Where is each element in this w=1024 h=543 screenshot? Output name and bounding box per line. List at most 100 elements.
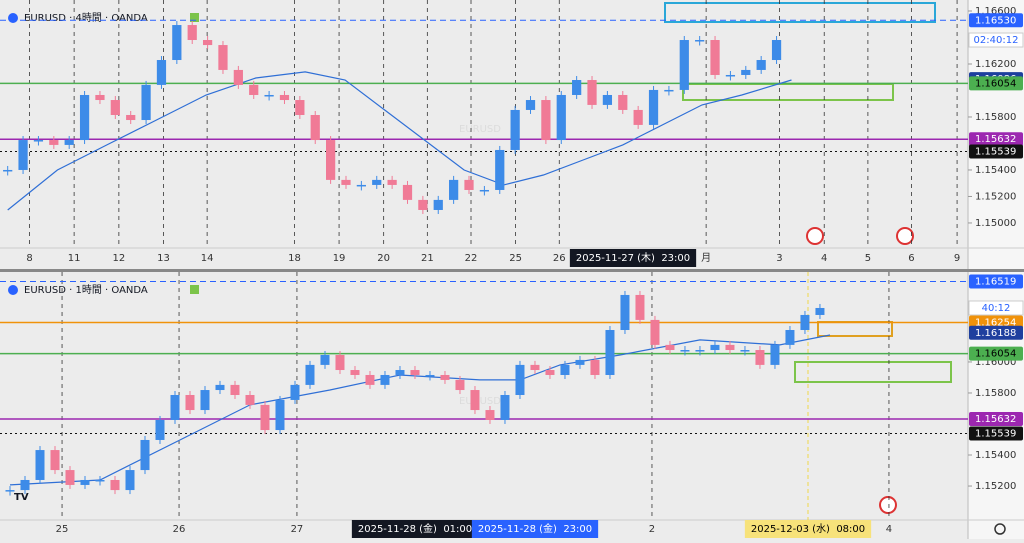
candle — [479, 189, 489, 192]
candle — [695, 350, 705, 352]
panel-separator — [0, 269, 1024, 272]
watermark: EURUSD — [459, 396, 501, 407]
candle — [650, 319, 660, 345]
candle — [126, 114, 136, 121]
x-tick-label: 13 — [157, 253, 170, 264]
status-icon — [190, 13, 199, 22]
candle — [218, 45, 228, 70]
x-tick-label: 26 — [553, 253, 566, 264]
candle — [648, 89, 659, 125]
candle — [65, 470, 75, 485]
y-tick-label: 1.15800 — [975, 388, 1016, 399]
candle — [725, 344, 735, 351]
candle — [35, 450, 45, 480]
candle — [3, 169, 13, 172]
candle — [95, 94, 105, 101]
event-icons — [806, 227, 914, 514]
candle — [605, 330, 615, 375]
candle — [449, 179, 459, 200]
candle — [510, 109, 520, 150]
price-tag — [969, 412, 1023, 427]
candle — [418, 199, 428, 210]
price-tag-label: 1.15539 — [975, 428, 1016, 439]
candle — [679, 40, 689, 90]
candle — [602, 94, 613, 105]
candle — [464, 179, 474, 190]
x-tick-label: 11 — [68, 253, 81, 264]
y-tick-label: 1.15000 — [975, 218, 1016, 229]
candle — [95, 479, 105, 482]
candle — [556, 94, 566, 141]
candle — [425, 374, 435, 377]
drawn-box[interactable] — [794, 361, 952, 383]
candle — [515, 364, 525, 395]
candle — [125, 470, 135, 491]
price-tag-label: 1.15632 — [975, 414, 1016, 425]
candle — [172, 25, 182, 61]
candle — [664, 89, 674, 92]
x-tick-label: 27 — [291, 524, 304, 535]
candle — [156, 60, 167, 85]
candle — [455, 379, 465, 391]
candle — [187, 25, 197, 41]
candle — [5, 490, 15, 492]
price-tag-label: 1.15539 — [975, 147, 1016, 158]
candle — [741, 69, 751, 75]
candle — [590, 359, 600, 375]
price-tag-label: 1.16188 — [975, 328, 1016, 339]
x-tick-label: 25 — [56, 524, 69, 535]
crosshair-label-bg — [744, 520, 872, 538]
settings-icon[interactable] — [994, 523, 1006, 535]
x-tick-label: 14 — [201, 253, 214, 264]
candle — [50, 450, 60, 471]
chart-title: EURUSD · 4時間 · OANDA — [24, 12, 148, 24]
y-tick-label: 1.16200 — [975, 59, 1016, 70]
candle — [365, 374, 375, 385]
candle — [233, 69, 243, 85]
x-tick-label: 19 — [333, 253, 346, 264]
candle — [402, 184, 413, 200]
candle — [800, 314, 810, 331]
price-tag-label: 1.16054 — [975, 349, 1016, 360]
candle — [530, 364, 540, 371]
crosshair-label: 2025-12-03 (水) 08:00 — [751, 523, 865, 535]
price-tag — [969, 132, 1023, 147]
candle — [79, 94, 90, 141]
candle — [710, 40, 720, 75]
candle — [215, 384, 225, 391]
candle — [587, 80, 597, 105]
crosshair-label: 2025-11-28 (金) 01:00 — [358, 522, 472, 535]
candle — [350, 370, 360, 375]
candle — [310, 114, 320, 141]
drawn-box[interactable] — [664, 2, 936, 23]
candle — [410, 370, 420, 375]
logo: TV — [14, 492, 29, 503]
crosshair-label-bg — [471, 520, 599, 538]
candle — [387, 179, 397, 185]
candle — [200, 390, 210, 411]
candle — [785, 330, 795, 345]
candle — [725, 74, 736, 77]
candle — [372, 179, 382, 185]
candle — [290, 384, 300, 400]
candle — [525, 100, 536, 110]
candle — [815, 307, 825, 315]
candle — [275, 399, 285, 431]
candle — [260, 404, 270, 431]
candle — [771, 40, 782, 61]
candle — [541, 100, 551, 141]
candle — [325, 140, 336, 180]
candle — [680, 350, 690, 352]
candle — [170, 394, 180, 420]
y-tick-label: 1.15200 — [975, 191, 1016, 202]
x-tick-label: 5 — [865, 253, 871, 264]
x-tick-label: 25 — [509, 253, 522, 264]
countdown: 02:40:12 — [974, 35, 1019, 46]
candle — [665, 344, 675, 351]
candle — [495, 149, 505, 190]
x-tick-label: 20 — [377, 253, 390, 264]
crosshair-label-bg — [351, 520, 479, 538]
candle — [335, 354, 345, 371]
candle — [545, 370, 555, 375]
